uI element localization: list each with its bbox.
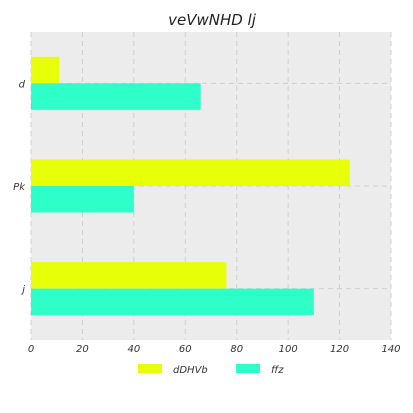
legend-swatch-dDHVb — [138, 364, 162, 373]
bar-dDHVb-Pk — [31, 159, 350, 186]
x-tick-label: 140 — [381, 344, 400, 355]
legend-swatch-ffz — [236, 364, 260, 373]
y-tick-label: j — [20, 285, 25, 296]
bar-ffz-Pk — [31, 186, 134, 213]
x-tick-label: 100 — [279, 344, 298, 355]
x-tick-label: 0 — [28, 344, 34, 355]
x-tick-label: 60 — [179, 344, 192, 355]
legend-label-ffz: ffz — [271, 365, 284, 376]
y-tick-label: Pk — [13, 182, 26, 193]
y-axis-ticks: d Pk j — [13, 79, 26, 295]
x-tick-label: 40 — [127, 344, 140, 355]
bars — [31, 56, 350, 316]
x-tick-label: 80 — [230, 344, 243, 355]
chart-title: veVwNHD lj — [168, 11, 257, 29]
y-tick-label: d — [19, 79, 26, 90]
bar-ffz-d — [31, 83, 201, 110]
legend: dDHVb ffz — [138, 364, 284, 376]
x-tick-label: 20 — [76, 344, 89, 355]
bar-dDHVb-j — [31, 262, 227, 289]
x-axis-ticks: 0 20 40 60 80 100 120 140 — [28, 344, 401, 355]
bar-dDHVb-d — [31, 56, 60, 84]
legend-label-dDHVb: dDHVb — [173, 365, 208, 376]
x-tick-label: 120 — [330, 344, 349, 355]
bar-ffz-j — [31, 288, 314, 316]
